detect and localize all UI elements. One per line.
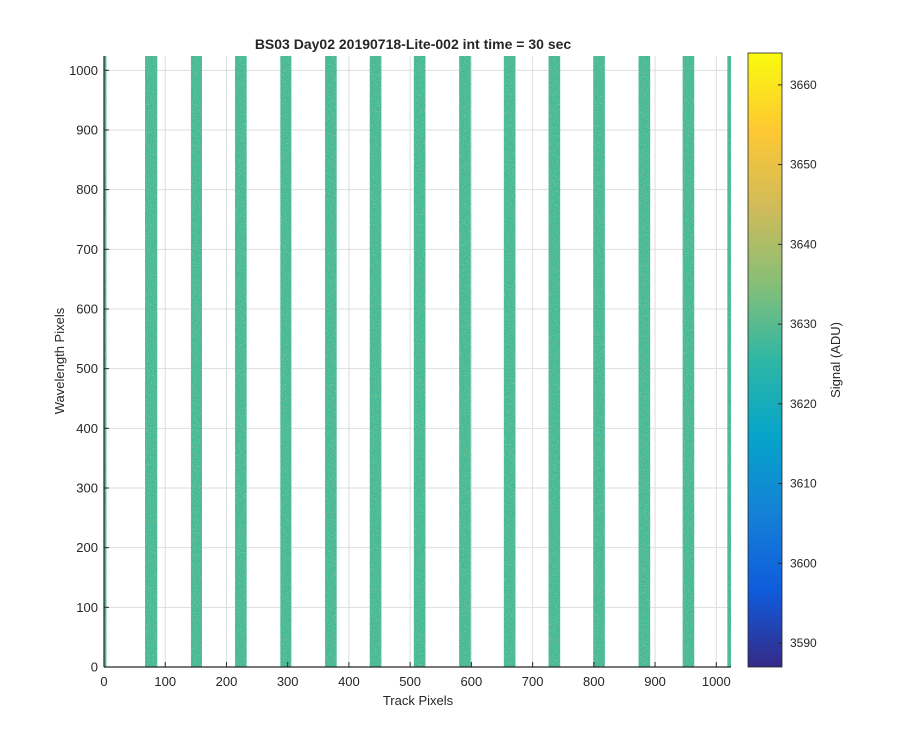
heatmap-stripe bbox=[280, 56, 292, 667]
y-tick-label: 800 bbox=[76, 182, 98, 197]
x-tick-label: 400 bbox=[338, 674, 360, 689]
y-tick-label: 300 bbox=[76, 480, 98, 495]
heatmap-stripe bbox=[235, 56, 247, 667]
y-tick-label: 600 bbox=[76, 301, 98, 316]
heatmap-stripe bbox=[638, 56, 651, 667]
y-tick-label: 200 bbox=[76, 540, 98, 555]
heatmap-stripe bbox=[104, 56, 107, 667]
heatmap-stripe bbox=[503, 56, 516, 667]
heatmap-stripe bbox=[369, 56, 382, 667]
y-tick-label: 0 bbox=[91, 660, 98, 675]
x-tick-label: 500 bbox=[399, 674, 421, 689]
colorbar-tick-label: 3610 bbox=[790, 477, 817, 491]
y-tick-label: 500 bbox=[76, 361, 98, 376]
colorbar-tick-label: 3660 bbox=[790, 78, 817, 92]
y-tick-label: 900 bbox=[76, 122, 98, 137]
x-tick-label: 1000 bbox=[702, 674, 731, 689]
x-tick-label: 800 bbox=[583, 674, 605, 689]
y-tick-label: 1000 bbox=[69, 63, 98, 78]
plot-area: 0 100 200 300 400 500 600 700 800 900 1000 0 100 200… bbox=[69, 56, 731, 689]
colorbar-tick-label: 3620 bbox=[790, 397, 817, 411]
x-axis-label: Track Pixels bbox=[383, 693, 454, 708]
heatmap-stripe bbox=[727, 56, 731, 667]
heatmap-stripes bbox=[104, 56, 731, 667]
heatmap-stripe bbox=[325, 56, 337, 667]
heatmap-stripe bbox=[459, 56, 471, 667]
colorbar: 3590 3600 3610 3620 3630 3640 3650 3660 bbox=[747, 52, 817, 668]
colorbar-tick-label: 3600 bbox=[790, 556, 817, 570]
y-tick-label: 700 bbox=[76, 242, 98, 257]
y-axis-label: Wavelength Pixels bbox=[52, 307, 67, 414]
y-tick-label: 100 bbox=[76, 600, 98, 615]
x-ticks: 0 100 200 300 400 500 600 700 800 900 1000 bbox=[100, 662, 731, 689]
y-tick-label: 400 bbox=[76, 421, 98, 436]
y-ticks: 0 100 200 300 400 500 600 700 800 900 1000 bbox=[69, 63, 109, 675]
heatmap-stripe bbox=[593, 56, 605, 667]
x-tick-label: 900 bbox=[644, 674, 666, 689]
x-tick-label: 600 bbox=[461, 674, 483, 689]
colorbar-tick-label: 3590 bbox=[790, 636, 817, 650]
heatmap-stripe bbox=[145, 56, 158, 667]
heatmap-stripe bbox=[548, 56, 561, 667]
colorbar-scale bbox=[747, 52, 783, 668]
colorbar-tick-label: 3640 bbox=[790, 237, 817, 251]
colorbar-label: Signal (ADU) bbox=[828, 322, 843, 398]
heatmap-stripe bbox=[190, 56, 202, 667]
x-tick-label: 200 bbox=[216, 674, 238, 689]
x-tick-label: 700 bbox=[522, 674, 544, 689]
chart-title: BS03 Day02 20190718-Lite-002 int time = … bbox=[255, 36, 572, 52]
x-tick-label: 300 bbox=[277, 674, 299, 689]
x-tick-label: 0 bbox=[100, 674, 107, 689]
heatmap-stripe bbox=[413, 56, 426, 667]
x-tick-label: 100 bbox=[154, 674, 176, 689]
colorbar-tick-label: 3650 bbox=[790, 158, 817, 172]
heatmap-stripe bbox=[682, 56, 695, 667]
colorbar-tick-label: 3630 bbox=[790, 317, 817, 331]
colorbar-ticks: 3590 3600 3610 3620 3630 3640 3650 3660 bbox=[778, 78, 817, 650]
